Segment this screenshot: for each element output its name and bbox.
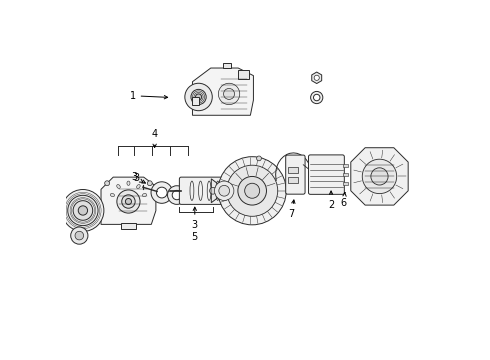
- Bar: [289, 177, 298, 183]
- Circle shape: [311, 91, 323, 104]
- Circle shape: [73, 201, 93, 220]
- Circle shape: [196, 94, 201, 100]
- Circle shape: [210, 187, 217, 194]
- Circle shape: [78, 206, 88, 215]
- Circle shape: [238, 176, 267, 205]
- FancyBboxPatch shape: [309, 155, 344, 194]
- Circle shape: [125, 198, 131, 204]
- Circle shape: [191, 89, 206, 105]
- Polygon shape: [211, 179, 218, 203]
- Circle shape: [314, 75, 319, 80]
- Text: 3: 3: [131, 172, 143, 183]
- Ellipse shape: [137, 185, 140, 188]
- FancyBboxPatch shape: [286, 155, 305, 194]
- Circle shape: [156, 187, 167, 198]
- Circle shape: [219, 83, 240, 105]
- Circle shape: [147, 181, 152, 186]
- Circle shape: [371, 168, 388, 185]
- Text: 7: 7: [289, 200, 295, 219]
- Bar: [121, 224, 136, 229]
- Text: 2: 2: [328, 191, 334, 210]
- Bar: [238, 69, 249, 79]
- Bar: [223, 63, 231, 68]
- Circle shape: [62, 189, 104, 231]
- Polygon shape: [351, 148, 408, 205]
- Circle shape: [185, 83, 212, 111]
- Circle shape: [257, 156, 261, 161]
- Bar: [343, 173, 348, 176]
- Circle shape: [226, 165, 278, 216]
- Circle shape: [75, 231, 84, 240]
- Text: 3: 3: [133, 173, 146, 183]
- Polygon shape: [101, 177, 156, 224]
- Circle shape: [245, 183, 260, 198]
- Polygon shape: [193, 68, 253, 115]
- Ellipse shape: [127, 181, 130, 185]
- Circle shape: [122, 195, 135, 208]
- Circle shape: [314, 94, 320, 101]
- Text: 5: 5: [192, 232, 198, 242]
- Polygon shape: [312, 72, 322, 84]
- Circle shape: [117, 190, 140, 213]
- FancyBboxPatch shape: [179, 177, 230, 204]
- Circle shape: [71, 227, 88, 244]
- Circle shape: [105, 181, 110, 186]
- Text: 1: 1: [129, 91, 168, 101]
- Text: 3: 3: [192, 207, 198, 230]
- Circle shape: [362, 159, 397, 194]
- Ellipse shape: [110, 193, 115, 197]
- Circle shape: [223, 89, 235, 99]
- Text: 6: 6: [341, 193, 347, 208]
- Ellipse shape: [117, 185, 120, 188]
- Circle shape: [172, 190, 181, 200]
- Bar: [343, 164, 348, 167]
- Circle shape: [218, 157, 286, 225]
- Circle shape: [151, 182, 172, 203]
- Ellipse shape: [143, 193, 147, 197]
- Bar: [289, 167, 298, 173]
- Bar: [193, 97, 198, 105]
- Circle shape: [168, 186, 186, 204]
- Circle shape: [219, 185, 230, 196]
- Text: 4: 4: [151, 129, 158, 139]
- Circle shape: [68, 195, 98, 226]
- Circle shape: [215, 181, 234, 201]
- Bar: [343, 182, 348, 185]
